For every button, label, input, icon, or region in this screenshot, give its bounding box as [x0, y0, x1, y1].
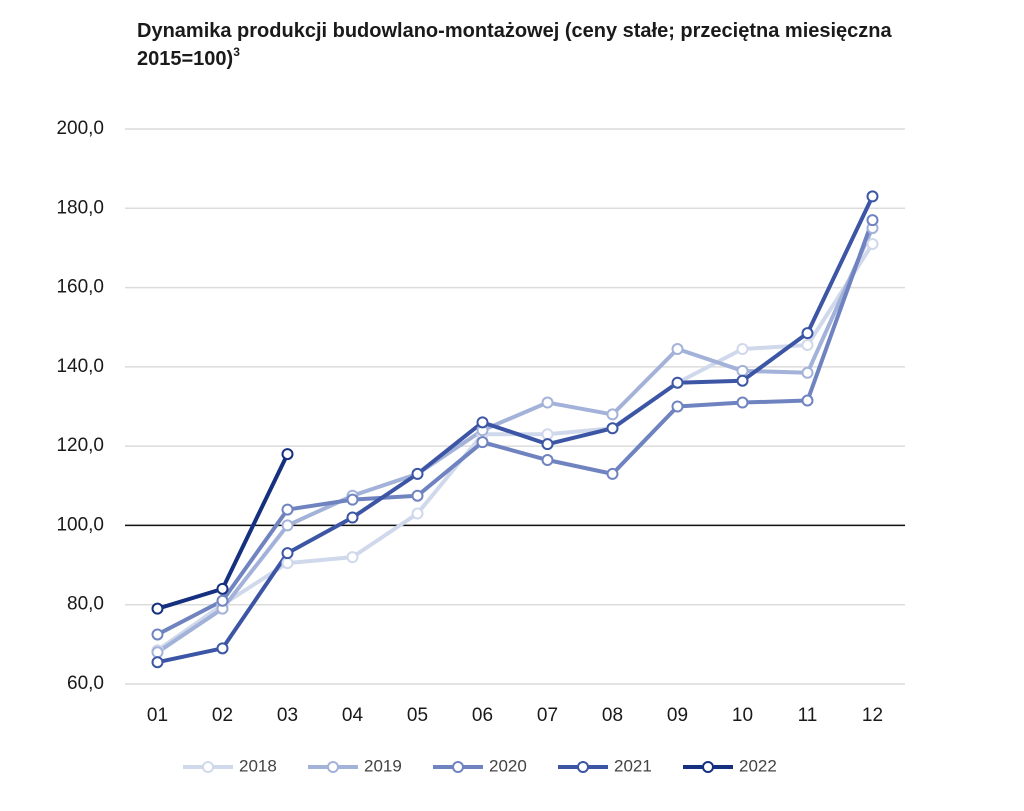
data-point	[476, 416, 489, 429]
data-point	[866, 237, 879, 250]
data-point	[281, 557, 294, 570]
data-point	[736, 364, 749, 377]
data-point	[671, 376, 684, 389]
data-point	[541, 396, 554, 409]
y-tick-label: 60,0	[67, 673, 104, 694]
data-point	[541, 428, 554, 441]
data-point	[346, 551, 359, 564]
x-tick-label: 10	[732, 705, 753, 726]
data-point	[411, 507, 424, 520]
data-point	[866, 190, 879, 203]
data-point	[736, 374, 749, 387]
legend-marker	[702, 761, 714, 773]
data-point	[281, 448, 294, 461]
data-point	[671, 400, 684, 413]
data-point	[281, 547, 294, 560]
data-point	[411, 467, 424, 480]
legend-label: 2022	[739, 756, 777, 775]
legend-label: 2019	[364, 756, 402, 775]
series-line	[156, 219, 875, 637]
title-line: 2015=100)	[137, 48, 233, 70]
data-point	[801, 327, 814, 340]
data-point	[216, 642, 229, 655]
chart-title: Dynamika produkcji budowlano-montażowej …	[137, 20, 893, 70]
data-point	[151, 646, 164, 659]
x-tick-label: 05	[407, 705, 428, 726]
data-point	[411, 489, 424, 502]
title-superscript: 3	[233, 45, 240, 59]
legend-marker	[327, 761, 339, 773]
data-point	[346, 493, 359, 506]
data-point	[801, 339, 814, 352]
legend-marker	[452, 761, 464, 773]
data-point	[216, 594, 229, 607]
y-tick-label: 100,0	[56, 514, 104, 535]
data-point	[866, 214, 879, 227]
legend-label: 2018	[239, 756, 277, 775]
x-tick-label: 06	[472, 705, 493, 726]
legend-marker	[202, 761, 214, 773]
y-tick-label: 120,0	[56, 435, 104, 456]
data-point	[606, 467, 619, 480]
data-point	[736, 396, 749, 409]
data-point	[606, 408, 619, 421]
x-tick-label: 09	[667, 705, 688, 726]
data-point	[476, 436, 489, 449]
data-point	[801, 394, 814, 407]
data-point	[541, 438, 554, 451]
data-point	[216, 582, 229, 595]
data-point	[671, 343, 684, 356]
x-tick-label: 04	[342, 705, 364, 726]
data-point	[151, 656, 164, 669]
data-point	[151, 602, 164, 615]
x-tick-label: 07	[537, 705, 558, 726]
data-point	[281, 519, 294, 532]
data-point	[281, 503, 294, 516]
y-tick-label: 160,0	[56, 277, 104, 298]
x-tick-label: 11	[798, 705, 818, 726]
data-point	[801, 366, 814, 379]
series-line	[157, 195, 875, 665]
x-tick-label: 12	[862, 705, 883, 726]
legend-marker	[577, 761, 589, 773]
x-tick-label: 02	[212, 705, 233, 726]
data-point	[346, 511, 359, 524]
data-point	[736, 343, 749, 356]
data-point	[541, 454, 554, 467]
x-tick-label: 08	[602, 705, 623, 726]
y-tick-label: 180,0	[56, 197, 104, 218]
y-tick-label: 200,0	[56, 118, 104, 139]
data-point	[151, 628, 164, 641]
x-tick-label: 01	[147, 705, 168, 726]
legend-label: 2021	[614, 756, 652, 775]
y-tick-label: 140,0	[56, 356, 104, 377]
legend-label: 2020	[489, 756, 527, 775]
y-tick-label: 80,0	[67, 594, 104, 615]
data-point	[606, 422, 619, 435]
title-line: Dynamika produkcji budowlano-montażowej …	[137, 20, 893, 42]
x-tick-label: 03	[277, 705, 298, 726]
